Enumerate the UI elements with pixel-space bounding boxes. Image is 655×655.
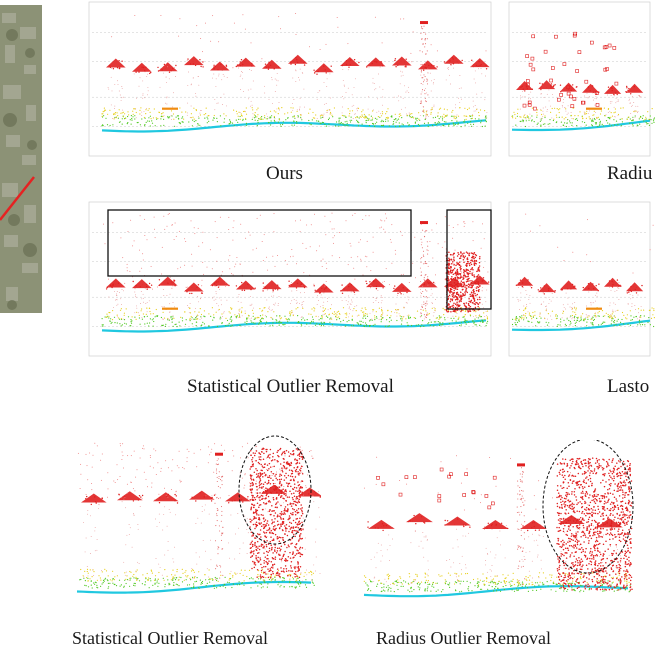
point-cloud — [511, 213, 655, 332]
caption-ror-bottom: Radius Outlier Removal — [376, 628, 551, 648]
caption-radius-top: Radiu — [607, 163, 653, 184]
point-cloud — [101, 13, 490, 133]
caption-lasto-mid: Lasto — [607, 376, 650, 397]
point-cloud — [363, 455, 633, 598]
caption-sor-mid: Statistical Outlier Removal — [187, 376, 394, 397]
pointcloud-lasto-mid — [508, 201, 655, 357]
pointcloud-sor-zoom — [76, 435, 321, 594]
panel-radius-top — [508, 0, 655, 162]
caption-ours: Ours — [266, 163, 303, 184]
panel-sor-mid — [88, 200, 496, 362]
pointcloud-ror-zoom — [363, 440, 634, 598]
dashed-ellipse — [238, 435, 312, 545]
panel-lasto-mid — [508, 200, 655, 362]
point-cloud — [101, 212, 490, 333]
highlight-boxes — [107, 209, 492, 310]
panel-ours — [88, 0, 496, 162]
plot-frame — [508, 1, 651, 157]
pointcloud-ours — [88, 1, 492, 157]
dashed-ellipse — [542, 440, 634, 574]
pointcloud-radius-top — [508, 1, 655, 157]
pointcloud-sor-mid — [88, 201, 492, 357]
point-cloud — [76, 442, 321, 594]
red-route-line — [0, 176, 35, 221]
caption-sor-bottom: Statistical Outlier Removal — [72, 628, 268, 648]
plot-frame — [508, 201, 651, 357]
panel-ror-zoom — [362, 440, 642, 620]
plot-frame — [88, 201, 492, 357]
panel-sor-zoom — [75, 428, 321, 618]
aerial-map-texture — [0, 5, 42, 313]
point-cloud — [511, 31, 655, 132]
aerial-map-thumbnail — [0, 5, 42, 313]
plot-frame — [88, 1, 492, 157]
